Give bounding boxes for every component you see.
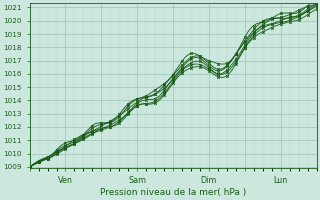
X-axis label: Pression niveau de la mer( hPa ): Pression niveau de la mer( hPa ) xyxy=(100,188,246,197)
